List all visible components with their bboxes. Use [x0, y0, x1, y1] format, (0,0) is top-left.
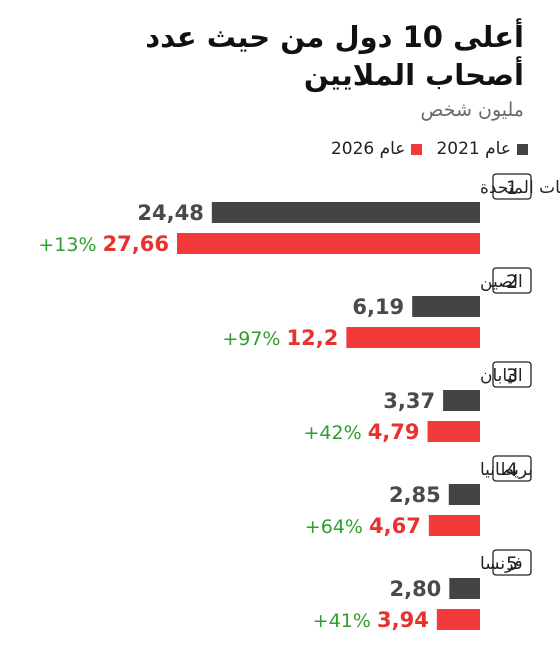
rank-number: 5 — [506, 553, 518, 575]
value-2026-text: 27,66 — [103, 232, 169, 256]
country-name: فرنسا — [480, 554, 523, 574]
country-name: الصين — [480, 272, 523, 292]
rank-box — [492, 173, 532, 200]
growth-text: +42% — [303, 422, 367, 444]
rank-box — [492, 361, 532, 388]
chart-title: أعلى 10 دول من حيث عدد أصحاب الملايين — [145, 20, 524, 92]
country-name: بريطانيا — [480, 460, 533, 480]
bar-2021 — [448, 484, 480, 505]
country-group: 1الولايات المتحدة 24,48 +13% 27,66 — [38, 173, 560, 256]
growth-text: +97% — [222, 328, 286, 350]
bar-2026 — [177, 233, 480, 254]
value-label-2026: +42% 4,79 — [303, 420, 419, 444]
country-name: اليابان — [480, 366, 523, 386]
growth-text: +13% — [38, 234, 102, 256]
value-2026-text: 4,79 — [368, 420, 420, 444]
bar-2026 — [427, 421, 480, 442]
value-label-2026: +97% 12,2 — [222, 326, 338, 350]
value-2026-text: 3,94 — [377, 608, 429, 632]
legend-item-2026: عام 2026 — [331, 139, 423, 159]
bar-2026 — [346, 327, 480, 348]
legend: عام 2021 عام 2026 — [331, 139, 528, 159]
bar-2021 — [443, 390, 480, 411]
value-label-2021: 3,37 — [383, 389, 435, 413]
bar-2026 — [436, 609, 480, 630]
value-2026-text: 12,2 — [287, 326, 339, 350]
growth-text: +64% — [305, 516, 369, 538]
bar-2021 — [211, 202, 480, 223]
bar-2021 — [449, 578, 480, 599]
value-label-2021: 6,19 — [352, 295, 404, 319]
legend-label-2021: عام 2021 — [436, 139, 511, 159]
value-label-2026: +64% 4,67 — [305, 514, 421, 538]
country-name: الولايات المتحدة — [480, 178, 560, 198]
rank-box — [492, 267, 532, 294]
value-label-2021: 2,80 — [389, 577, 441, 601]
rank-number: 3 — [506, 365, 518, 387]
legend-label-2026: عام 2026 — [330, 139, 406, 159]
rank-number: 1 — [506, 177, 518, 199]
legend-swatch-2021 — [517, 143, 528, 155]
growth-text: +41% — [313, 610, 377, 632]
rank-box — [492, 455, 532, 482]
value-2026-text: 4,67 — [369, 514, 421, 538]
value-label-2021: 2,85 — [389, 483, 441, 507]
bar-2021 — [412, 296, 480, 317]
rank-box — [492, 549, 532, 576]
value-label-2021: 24,48 — [137, 201, 203, 225]
bar-2026 — [428, 515, 480, 536]
value-label-2026: +41% 3,94 — [313, 608, 429, 632]
chart-subtitle: مليون شخص — [420, 99, 524, 121]
rank-number: 2 — [506, 271, 518, 293]
legend-swatch-2026 — [411, 143, 423, 155]
legend-item-2021: عام 2021 — [436, 139, 528, 159]
value-label-2026: +13% 27,66 — [38, 232, 169, 256]
rank-number: 4 — [506, 459, 518, 481]
